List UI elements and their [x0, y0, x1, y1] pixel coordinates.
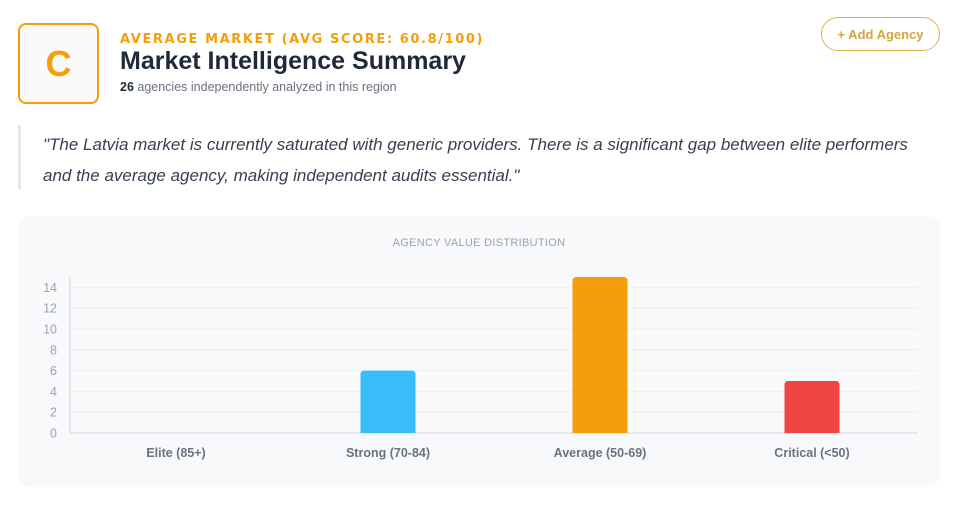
chart-card	[18, 216, 940, 487]
page-title: Market Intelligence Summary	[120, 47, 466, 75]
agency-count-line: 26 agencies independently analyzed in th…	[120, 80, 397, 94]
bar-average	[572, 277, 628, 433]
grade-badge: C	[18, 23, 99, 104]
agency-count-suffix: agencies independently analyzed in this …	[133, 80, 397, 94]
market-quote: "The Latvia market is currently saturate…	[18, 125, 918, 189]
y-tick-label: 2	[50, 406, 57, 420]
market-rating-kicker: AVERAGE MARKET (AVG SCORE: 60.8/100)	[120, 32, 485, 47]
chart-title: AGENCY VALUE DISTRIBUTION	[392, 237, 566, 249]
x-tick-label: Elite (85+)	[146, 446, 205, 460]
agency-count: 26	[120, 80, 134, 94]
y-tick-label: 10	[43, 323, 57, 337]
y-tick-label: 6	[50, 364, 57, 378]
y-tick-label: 0	[50, 427, 57, 441]
y-tick-label: 8	[50, 343, 57, 357]
y-tick-label: 12	[43, 302, 57, 316]
x-tick-label: Strong (70-84)	[346, 446, 430, 460]
grade-letter: C	[45, 42, 72, 84]
y-tick-label: 4	[50, 385, 57, 399]
x-tick-label: Critical (<50)	[774, 446, 849, 460]
y-tick-label: 14	[43, 281, 57, 295]
x-tick-label: Average (50-69)	[554, 446, 647, 460]
bar-critical	[784, 381, 840, 433]
bar-strong	[360, 370, 416, 433]
add-agency-button[interactable]: + Add Agency	[821, 17, 940, 51]
